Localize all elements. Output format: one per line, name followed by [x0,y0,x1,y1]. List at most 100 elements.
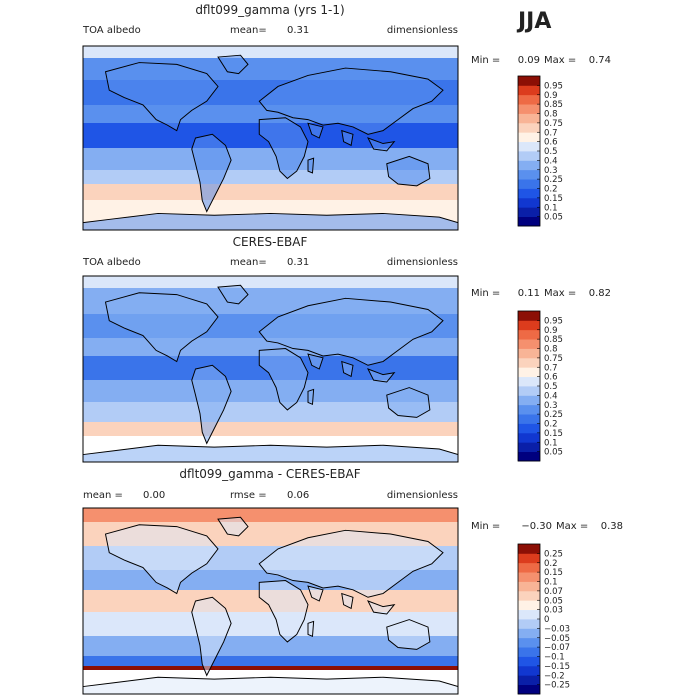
colorbar-label: 0.6 [544,138,558,148]
season-label: JJA [516,9,551,34]
colorbar-segment [518,197,540,208]
max-label: Max = [544,55,576,66]
band-antarctic-edge [83,184,458,200]
colorbar-segment [518,329,540,340]
min-value: 0.11 [518,288,540,299]
colorbar-label: 0.15 [544,194,563,204]
colorbar-label: 0.1 [544,438,558,448]
colorbar-segment [518,122,540,133]
header-left: TOA albedo [82,25,141,36]
colorbar-segment [518,141,540,152]
header-mid: rmse = [230,490,267,501]
band-arctic [83,46,458,58]
header-mid-value: 0.31 [287,25,309,36]
header-left: TOA albedo [82,257,141,268]
panel-title: dflt099_gamma - CERES-EBAF [179,467,360,481]
colorbar-label: −0.1 [544,653,565,663]
colorbar-segment [518,113,540,124]
band-antarctic-edge [83,422,458,436]
colorbar-segment [518,684,540,695]
header-mid: mean= [230,257,267,268]
panel-model: dflt099_gamma (yrs 1-1) TOA albedo mean=… [82,3,611,231]
band-southern-ocean [83,170,458,184]
colorbar-segment [518,348,540,359]
band-arctic [83,508,458,522]
band-southern-ocean [83,402,458,422]
colorbar-label: 0.4 [544,156,558,166]
header-left-value: 0.00 [143,490,165,501]
map-area [83,46,458,230]
colorbar-label: 0.7 [544,128,558,138]
colorbar-label: 0.75 [544,354,563,364]
colorbar-label: 0.15 [544,568,563,578]
colorbar-label: 0.05 [544,596,563,606]
header-left: mean = [83,490,123,501]
colorbar-segment [518,160,540,171]
min-value: −0.30 [521,521,552,532]
map-frame [82,275,459,463]
colorbar: 0.050.10.150.20.250.30.40.50.60.70.750.8… [517,310,563,462]
map-frame [82,507,459,695]
colorbar-segment [518,151,540,161]
colorbar-segment [518,104,540,114]
min-label: Min = [471,55,500,66]
colorbar-segment [518,423,540,434]
colorbar-segment [518,386,540,396]
colorbar-segment [518,339,540,349]
panel-title: dflt099_gamma (yrs 1-1) [195,3,344,17]
colorbar-label: 0.07 [544,587,563,597]
colorbar-label: 0.95 [544,81,563,91]
colorbar-label: 0.95 [544,316,563,326]
colorbar-segment [518,544,540,554]
colorbar-segment [518,94,540,105]
header-right: dimensionless [387,25,458,36]
colorbar-label: 0.1 [544,203,558,213]
colorbar-segment [518,85,540,96]
colorbar-segment [518,675,540,686]
map-area [83,276,458,462]
colorbar-label: −0.03 [544,624,570,634]
colorbar-segment [518,665,540,676]
colorbar-segment [518,572,540,582]
panel-observation: CERES-EBAF TOA albedo mean= 0.31 dimensi… [82,235,611,463]
colorbar-label: 0.5 [544,382,558,392]
colorbar-segment [518,404,540,415]
colorbar-label: 0.6 [544,373,558,383]
band-antarctic-edge [83,666,458,670]
min-value: 0.09 [518,55,540,66]
header-mid: mean= [230,25,267,36]
map-frame [82,45,459,231]
colorbar-label: −0.2 [544,671,565,681]
header-right: dimensionless [387,490,458,501]
colorbar-label: −0.07 [544,643,570,653]
colorbar-label: −0.15 [544,662,570,672]
colorbar-label: 0.3 [544,166,558,176]
max-value: 0.38 [601,521,623,532]
colorbar-segment [518,414,540,424]
colorbar-segment [518,637,540,648]
colorbar-segment [518,590,540,601]
colorbar-segment [518,376,540,387]
colorbar-segment [518,581,540,592]
colorbar-label: 0.1 [544,578,558,588]
colorbar-label: 0.3 [544,401,558,411]
header-mid-value: 0.31 [287,257,309,268]
colorbar-label: 0.8 [544,345,558,355]
colorbar-label: 0.25 [544,175,563,185]
colorbar-label: 0.75 [544,119,563,129]
colorbar-segment [518,553,540,564]
colorbar-segment [518,395,540,406]
colorbar-segment [518,656,540,667]
min-label: Min = [471,288,500,299]
colorbar-segment [518,179,540,189]
colorbar-segment [518,451,540,462]
colorbar-segment [518,216,540,227]
colorbar: 0.050.10.150.20.250.30.40.50.60.70.750.8… [517,75,563,227]
colorbar-segment [518,609,540,620]
colorbar-segment [518,628,540,639]
colorbar-segment [518,320,540,331]
band-arctic [83,276,458,288]
colorbar-label: 0.9 [544,326,558,336]
colorbar-label: −0.05 [544,634,570,644]
